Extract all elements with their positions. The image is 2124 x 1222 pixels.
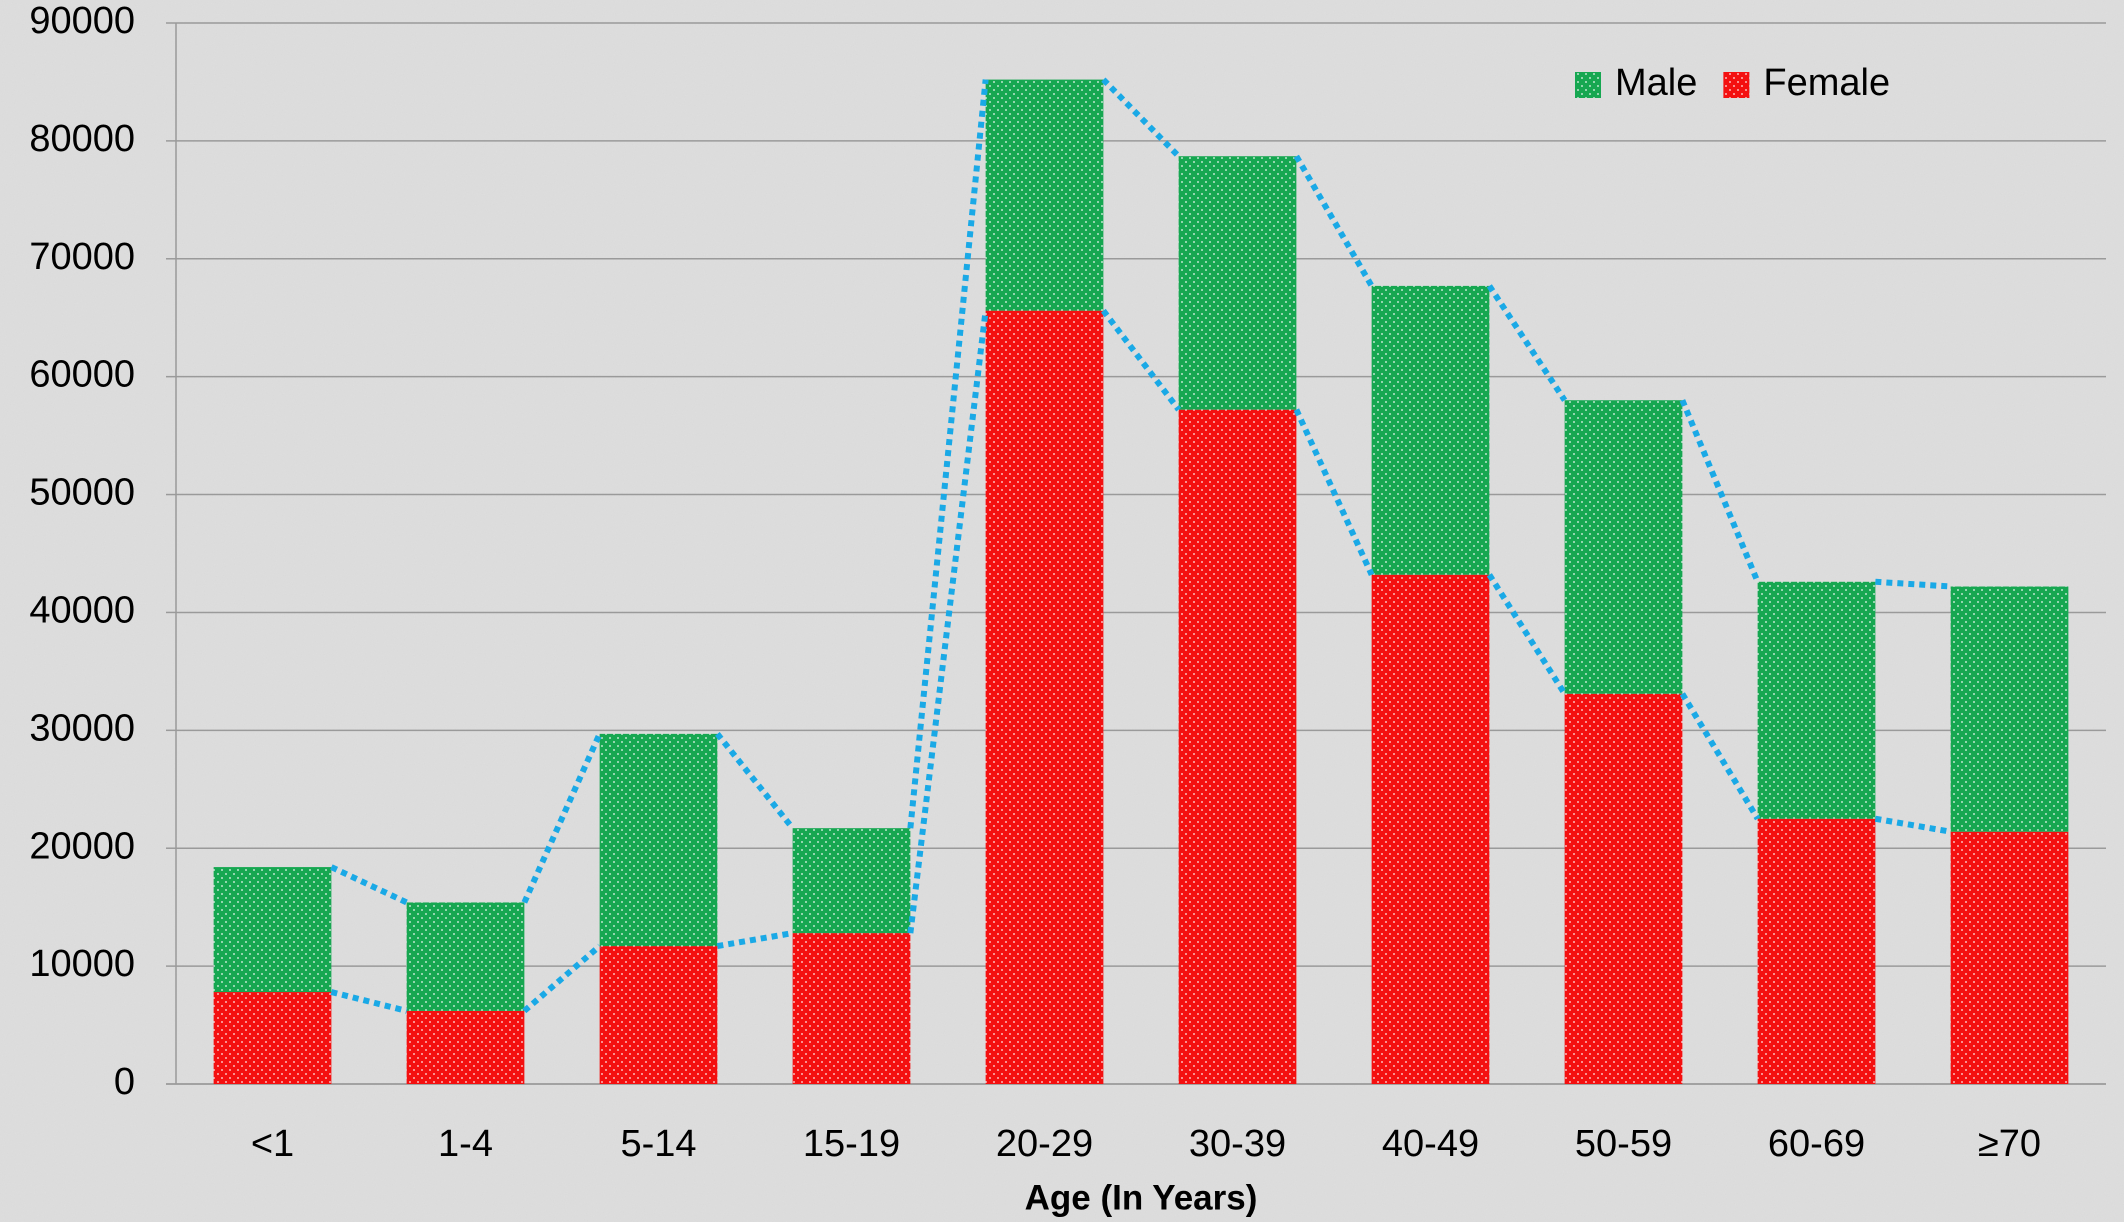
series-line [907, 79, 989, 829]
y-tick-label: 60000 [29, 354, 135, 396]
x-tick-label: 20-29 [996, 1123, 1093, 1165]
bar [1564, 400, 1683, 694]
y-tick-label: 40000 [29, 589, 135, 631]
legend-swatch [1723, 72, 1750, 98]
bar [1564, 693, 1683, 1084]
legend-label: Female [1763, 62, 1890, 104]
bar [1950, 831, 2069, 1084]
bar [1178, 156, 1297, 410]
series-line [1875, 578, 1951, 590]
bar [792, 828, 911, 934]
series-line [1679, 692, 1761, 821]
series-line [1101, 77, 1181, 159]
x-tick-label: 50-59 [1575, 1123, 1672, 1165]
legend-label: Male [1615, 62, 1697, 104]
x-tick-label: 15-19 [803, 1123, 900, 1165]
bar [1178, 409, 1297, 1085]
x-tick-label: 60-69 [1768, 1123, 1865, 1165]
x-tick-label: 1-4 [438, 1123, 493, 1165]
y-tick-label: 20000 [29, 825, 135, 867]
bar [213, 992, 332, 1084]
x-tick-label: <1 [251, 1123, 294, 1165]
bar [985, 79, 1104, 311]
y-tick-label: 80000 [29, 118, 135, 160]
y-tick-label: 70000 [29, 236, 135, 278]
bar [599, 946, 718, 1084]
y-tick-label: 90000 [29, 0, 135, 42]
y-tick-label: 50000 [29, 472, 135, 514]
bar [1950, 586, 2069, 832]
bar [213, 867, 332, 993]
series-line [907, 310, 989, 934]
series-line [715, 731, 795, 831]
x-tick-label: ≥70 [1978, 1123, 2041, 1165]
series-line [1486, 284, 1568, 402]
x-tick-label: 40-49 [1382, 1123, 1479, 1165]
series-line [1293, 408, 1375, 576]
bar [1371, 574, 1490, 1084]
series-line [522, 943, 602, 1014]
bar [792, 933, 911, 1084]
bar [1757, 581, 1876, 819]
series-line [1486, 573, 1568, 696]
x-tick-label: 5-14 [620, 1123, 696, 1165]
series-line [1100, 308, 1182, 412]
series-line [716, 930, 794, 950]
x-axis-title: Age (In Years) [1025, 1178, 1258, 1217]
legend-swatch [1575, 72, 1601, 98]
bar [406, 1010, 525, 1084]
y-tick-label: 30000 [29, 707, 135, 749]
bar [1371, 285, 1490, 575]
series-line [330, 989, 408, 1014]
bar [406, 902, 525, 1011]
bar [985, 310, 1104, 1084]
y-tick-label: 10000 [29, 943, 135, 985]
series-line [330, 864, 408, 906]
y-tick-label: 0 [114, 1061, 135, 1103]
bar [599, 733, 718, 947]
series-line [521, 732, 603, 904]
bar [1757, 818, 1876, 1084]
series-line [1293, 154, 1375, 288]
series-line [1874, 815, 1952, 835]
x-tick-label: 30-39 [1189, 1123, 1286, 1165]
